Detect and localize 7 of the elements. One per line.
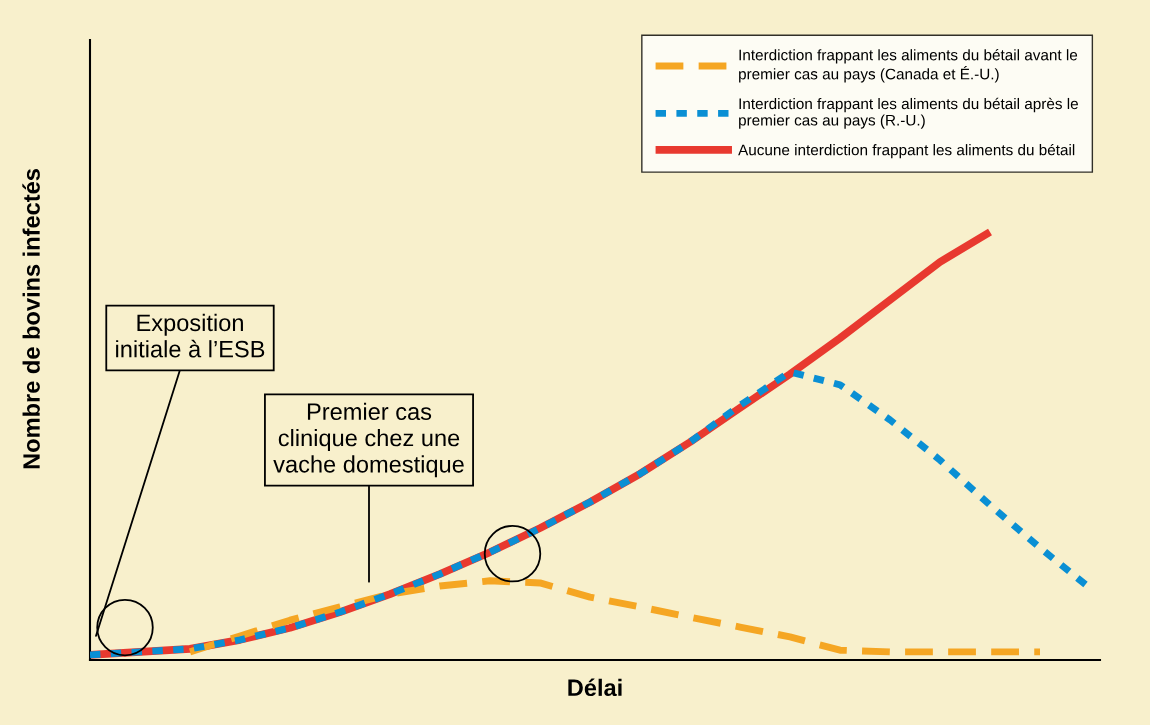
y-axis-title: Nombre de bovins infectés	[22, 169, 40, 469]
legend-label: Aucune interdiction frappant les aliments du bétail	[738, 143, 1075, 159]
annotation: Exposition initiale à l’ESB	[116, 313, 265, 358]
annotation: Premier cas clinique chez une vache domestique	[273, 402, 464, 478]
legend-label: Interdiction frappant les aliments du bétail après le premier cas au pays (R.-U.)	[739, 97, 1078, 129]
legend-label: Interdiction frappant les aliments du bétail avant le premier cas au pays (Canada et É.-U.)	[739, 48, 1078, 83]
x-axis-title: Délai	[568, 678, 622, 697]
